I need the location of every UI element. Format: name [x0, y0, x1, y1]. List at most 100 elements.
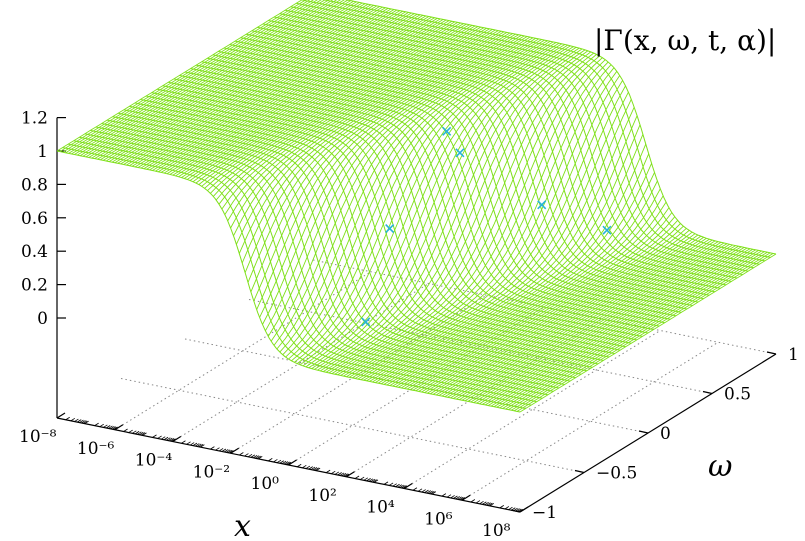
surface-line-x: [267, 35, 525, 337]
surface-line-x: [204, 22, 461, 189]
x-minor-tick: [325, 469, 331, 473]
surface-line-x: [175, 16, 432, 177]
x-tick: [461, 494, 471, 501]
surface-line-x: [404, 188, 661, 389]
surface-line-x: [259, 33, 516, 318]
surface-line-omega: [73, 140, 537, 403]
x-tick-label: 10⁻⁸: [19, 427, 57, 447]
surface-line-x: [444, 235, 702, 398]
surface-line-x: [485, 246, 742, 406]
x-tick: [56, 412, 66, 419]
x-minor-tick: [171, 438, 176, 442]
x-minor-tick: [273, 459, 278, 463]
surface-line-x: [186, 19, 444, 180]
surface-line-x: [79, 0, 334, 157]
surface-line-x: [351, 61, 609, 379]
z-tick-label: 0.8: [21, 175, 48, 195]
surface-line-x: [85, 0, 341, 158]
x-minor-tick: [479, 500, 484, 505]
surface-line-x: [317, 46, 574, 371]
x-minor-tick: [344, 473, 350, 477]
x-minor-tick: [455, 496, 460, 500]
surface-line-x: [392, 153, 650, 387]
omega-tick: [766, 351, 777, 355]
surface-line-x: [296, 41, 554, 364]
omega-tick-label: 1: [788, 345, 799, 365]
surface-line-x: [412, 207, 670, 391]
x-minor-tick: [195, 443, 200, 447]
surface-line-x: [363, 75, 621, 381]
x-minor-tick: [132, 430, 137, 434]
x-minor-tick: [339, 472, 345, 476]
x-minor-tick: [82, 420, 88, 424]
surface-line-x: [464, 241, 722, 402]
x-tick-label: 10²: [308, 486, 336, 506]
surface-line-x: [456, 239, 713, 400]
surface-line-x: [276, 37, 534, 350]
surface-line-x: [270, 36, 528, 342]
surface-line-x: [360, 71, 618, 381]
surface-line-x: [447, 236, 704, 398]
x-minor-tick: [169, 438, 175, 442]
surface-line-x: [111, 3, 369, 163]
surface-line-x: [343, 55, 600, 377]
surface-line-x: [337, 52, 594, 376]
surface-line-x: [427, 225, 684, 394]
surface-line-x: [366, 80, 623, 382]
omega-tick: [638, 430, 649, 434]
omega-tick-label: 0.5: [724, 385, 751, 405]
x-minor-tick: [140, 432, 146, 436]
surface-line-x: [322, 47, 580, 372]
surface-line-x: [493, 248, 751, 408]
x-minor-tick: [192, 442, 198, 446]
surface-line-x: [117, 4, 375, 164]
surface-line-x: [377, 107, 635, 384]
surface-line-omega: [129, 105, 593, 368]
marker-stroke: [442, 126, 452, 136]
x-minor-tick: [401, 485, 406, 489]
surface-mesh: [56, 0, 777, 413]
surface-line-x: [91, 0, 348, 159]
surface-line-x: [152, 12, 409, 171]
x-minor-tick: [450, 495, 455, 499]
surface-line-x: [88, 0, 345, 158]
surface-line-x: [207, 23, 464, 191]
x-minor-tick: [210, 446, 215, 450]
x-minor-tick: [286, 461, 292, 466]
surface-line-x: [131, 7, 389, 167]
x-minor-tick: [152, 434, 157, 438]
surface-line-x: [415, 212, 673, 392]
surface-line-omega: [56, 150, 521, 413]
surface-line-x: [250, 32, 508, 293]
x-minor-tick: [359, 476, 365, 480]
x-minor-tick: [372, 479, 377, 483]
x-minor-tick: [94, 422, 99, 426]
x-minor-tick: [137, 431, 142, 435]
x-minor-tick: [166, 437, 171, 441]
x-minor-tick: [128, 429, 133, 433]
surface-line-x: [395, 163, 653, 388]
surface-line-x: [314, 45, 571, 370]
x-minor-tick: [279, 460, 285, 464]
surface-line-x: [328, 49, 586, 374]
marker-stroke: [361, 317, 371, 327]
x-minor-tick: [431, 491, 437, 495]
x-tick: [114, 424, 124, 431]
surface-line-x: [224, 26, 482, 215]
x-minor-tick: [181, 440, 186, 444]
surface-line-x: [325, 48, 583, 373]
surface-line-x: [178, 17, 435, 178]
x-tick-label: 10⁴: [366, 498, 395, 518]
x-minor-tick: [383, 481, 389, 485]
surface-line-x: [435, 231, 693, 396]
surface-line-x: [108, 3, 366, 162]
surface-line-x: [458, 240, 716, 401]
tick-labels: 10⁻⁸ 10⁻⁶ 10⁻⁴ 10⁻² 10⁰ 10² 10⁴ 10⁶ 10⁸ −1 −0.5 0 0.…: [19, 109, 799, 541]
x-minor-tick: [460, 497, 466, 501]
x-minor-tick: [484, 501, 489, 506]
x-minor-tick: [139, 431, 144, 436]
surface-line-x: [82, 0, 338, 157]
surface-line-x: [282, 38, 539, 356]
surface-line-x: [369, 85, 626, 382]
